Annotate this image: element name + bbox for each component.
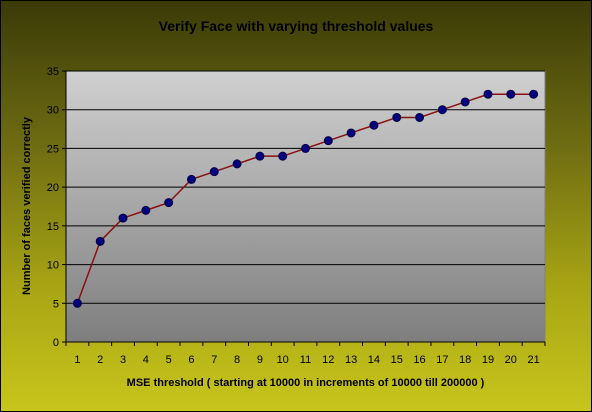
x-tick-label: 16 bbox=[413, 354, 425, 366]
data-point bbox=[255, 151, 265, 161]
x-tick-label: 14 bbox=[368, 354, 380, 366]
x-tick-label: 3 bbox=[120, 354, 126, 366]
y-tick-label: 25 bbox=[47, 143, 59, 155]
series bbox=[72, 89, 539, 308]
data-point bbox=[415, 112, 425, 122]
plot-area bbox=[65, 70, 546, 343]
y-tick-label: 30 bbox=[47, 105, 59, 117]
y-tick-labels: 0 5 10 15 20 25 30 35 bbox=[47, 66, 66, 349]
data-point bbox=[118, 213, 128, 223]
x-tick-label: 10 bbox=[277, 354, 289, 366]
data-point bbox=[392, 112, 402, 122]
data-point bbox=[483, 89, 493, 99]
y-tick-label: 5 bbox=[53, 298, 59, 310]
axes bbox=[65, 71, 545, 343]
data-point bbox=[346, 128, 356, 138]
x-tick-label: 17 bbox=[436, 354, 448, 366]
data-point bbox=[95, 236, 105, 246]
x-tick-label: 5 bbox=[166, 354, 172, 366]
x-tick-label: 21 bbox=[527, 354, 539, 366]
data-point bbox=[186, 174, 196, 184]
data-point bbox=[164, 198, 174, 208]
data-point bbox=[209, 167, 219, 177]
x-tick-label: 2 bbox=[97, 354, 103, 366]
x-tick-label: 1 bbox=[74, 354, 80, 366]
data-point bbox=[72, 298, 82, 308]
x-axis-label: MSE threshold ( starting at 10000 in inc… bbox=[126, 377, 485, 389]
grid-lines bbox=[66, 70, 545, 304]
x-tick-label: 20 bbox=[505, 354, 517, 366]
x-tick-label: 11 bbox=[300, 354, 311, 366]
y-tick-label: 0 bbox=[53, 337, 59, 349]
x-tick-label: 4 bbox=[143, 354, 149, 366]
x-tick-label: 19 bbox=[482, 354, 494, 366]
y-tick-label: 35 bbox=[47, 66, 59, 78]
x-tick-labels: 1 2 3 4 5 6 7 8 9 10 11 12 13 14 15 16 17 18 19 20 21 bbox=[65, 342, 546, 366]
x-tick-label: 18 bbox=[459, 354, 471, 366]
x-tick-label: 6 bbox=[188, 354, 194, 366]
y-tick-label: 20 bbox=[47, 182, 59, 194]
data-point bbox=[506, 89, 516, 99]
y-tick-label: 15 bbox=[47, 221, 59, 233]
data-point bbox=[301, 143, 310, 153]
data-point bbox=[278, 151, 288, 161]
chart-title: Verify Face with varying threshold value… bbox=[158, 18, 434, 34]
data-point bbox=[323, 136, 333, 146]
x-tick-label: 7 bbox=[211, 354, 217, 366]
x-tick-label: 12 bbox=[322, 354, 334, 366]
x-tick-label: 15 bbox=[391, 354, 403, 366]
data-point bbox=[529, 89, 539, 99]
data-point bbox=[141, 205, 151, 215]
x-tick-label: 9 bbox=[257, 354, 263, 366]
data-point bbox=[369, 120, 379, 130]
data-point bbox=[437, 105, 447, 115]
y-tick-label: 10 bbox=[47, 260, 59, 272]
x-tick-label: 13 bbox=[345, 354, 357, 366]
data-point bbox=[232, 159, 242, 169]
x-tick-label: 8 bbox=[234, 354, 240, 366]
data-point bbox=[460, 97, 470, 107]
